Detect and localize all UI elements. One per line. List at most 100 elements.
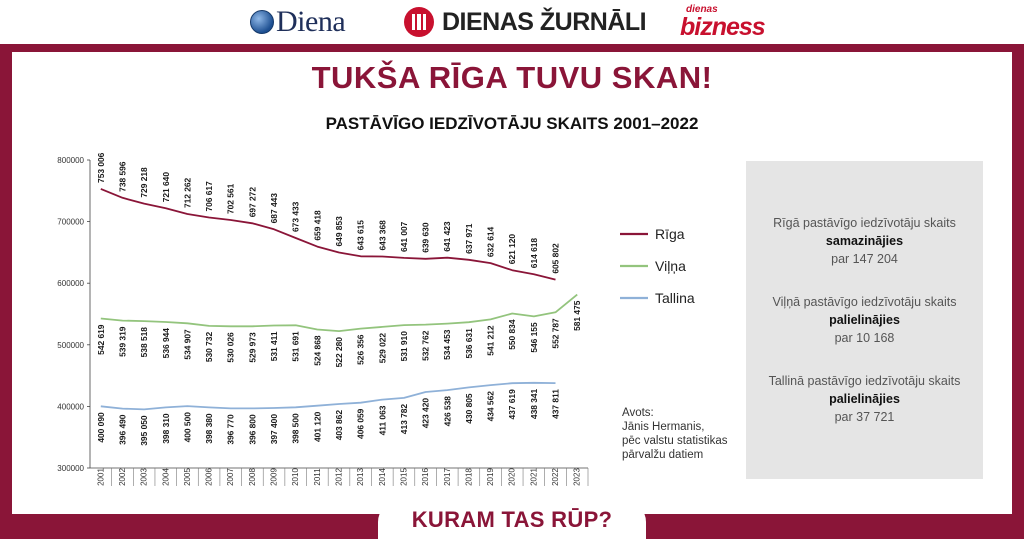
summary-amount: par 147 204 (831, 252, 898, 266)
data-label-vilnius: 530 732 (204, 332, 214, 363)
data-label-riga: 729 218 (139, 167, 149, 198)
data-label-riga: 641 007 (399, 221, 409, 252)
series-line-riga (100, 188, 556, 281)
data-label-riga: 687 443 (269, 193, 279, 224)
y-tick-label: 300000 (57, 464, 84, 473)
data-label-riga: 637 971 (464, 223, 474, 254)
data-label-tallinn: 398 310 (161, 413, 171, 444)
data-label-tallinn: 395 050 (139, 415, 149, 446)
x-tick-label: 2019 (486, 468, 495, 486)
data-label-tallinn: 398 380 (204, 413, 214, 444)
globe-icon (250, 10, 274, 34)
data-label-vilnius: 550 834 (507, 319, 517, 350)
data-label-tallinn: 423 420 (421, 398, 431, 429)
x-tick-label: 2021 (529, 468, 538, 486)
page-title: TUKŠA RĪGA TUVU SKAN! (311, 60, 713, 95)
data-label-riga: 621 120 (507, 234, 517, 265)
data-label-vilnius: 546 155 (529, 322, 539, 353)
data-label-riga: 697 272 (247, 187, 257, 218)
data-label-riga: 632 614 (486, 226, 496, 257)
x-tick-label: 2011 (313, 468, 322, 486)
x-tick-label: 2003 (140, 468, 149, 486)
summary-change: palielinājies (829, 392, 900, 406)
data-label-vilnius: 536 631 (464, 328, 474, 359)
source-line: pēc valstu statistikas (622, 435, 728, 447)
data-label-riga: 673 433 (291, 201, 301, 232)
data-label-vilnius: 538 518 (139, 327, 149, 358)
diena-logo-text: Diena (276, 5, 346, 38)
summary-amount: par 37 721 (834, 410, 895, 424)
data-label-tallinn: 430 805 (464, 393, 474, 424)
data-label-tallinn: 403 862 (334, 410, 344, 441)
legend-label-tallinn: Tallina (655, 290, 695, 306)
data-label-riga: 614 618 (529, 238, 539, 269)
x-tick-label: 2002 (118, 468, 127, 486)
book-icon (404, 7, 434, 37)
data-label-tallinn: 426 538 (442, 396, 452, 427)
data-label-riga: 639 630 (421, 222, 431, 253)
data-label-vilnius: 532 762 (421, 330, 431, 361)
x-tick-label: 2004 (161, 468, 170, 486)
data-label-vilnius: 531 411 (269, 331, 279, 361)
data-label-riga: 659 418 (312, 210, 322, 241)
data-label-tallinn: 400 090 (96, 412, 106, 443)
data-label-riga: 641 423 (442, 221, 452, 252)
x-tick-label: 2012 (335, 468, 344, 486)
data-label-vilnius: 542 619 (96, 324, 106, 355)
dienas-bizness-logo[interactable]: dienas bizness (680, 4, 766, 41)
summary-tallinn: Tallinā pastāvīgo iedzīvotāju skaits pal… (746, 372, 983, 426)
series-line-vilnius (100, 293, 578, 333)
data-label-tallinn: 398 500 (291, 413, 301, 444)
legend-label-vilnius: Viļņa (655, 258, 686, 274)
data-label-riga: 712 262 (182, 177, 192, 208)
footer-tab-label: KURAM TAS RŪP? (411, 506, 613, 532)
data-label-tallinn: 396 770 (226, 414, 236, 445)
x-tick-label: 2005 (183, 468, 192, 486)
data-label-riga: 643 368 (377, 220, 387, 251)
data-label-tallinn: 396 800 (247, 414, 257, 445)
chart-series-lines (100, 188, 578, 411)
source-line: Jānis Hermanis, (622, 421, 705, 433)
data-label-tallinn: 400 500 (182, 412, 192, 443)
x-tick-label: 2014 (378, 468, 387, 486)
data-label-vilnius: 541 212 (486, 325, 496, 356)
summary-text: Tallinā pastāvīgo iedzīvotāju skaits (768, 374, 961, 388)
x-tick-label: 2007 (226, 468, 235, 486)
chart-legend: Rīga Viļņa Tallina (620, 226, 695, 306)
data-label-tallinn: 406 059 (356, 408, 366, 439)
chart-data-labels: 753 006 738 596 729 218 721 640 712 262 706 6… (96, 152, 582, 445)
data-label-riga: 649 853 (334, 216, 344, 247)
x-tick-label: 2009 (270, 468, 279, 486)
series-line-tallinn (100, 381, 556, 411)
dienas-zurnali-logo-text: DIENAS ŽURNĀLI (442, 7, 647, 36)
data-label-vilnius: 534 907 (182, 329, 192, 360)
data-label-tallinn: 437 619 (507, 389, 517, 420)
summary-vilnius: Viļņā pastāvīgo iedzīvotāju skaits palie… (746, 293, 983, 347)
summary-change: palielinājies (829, 313, 900, 327)
data-label-tallinn: 401 120 (312, 411, 322, 442)
chart-title: PASTĀVĪGO IEDZĪVOTĀJU SKAITS 2001–2022 (325, 114, 699, 133)
data-label-tallinn: 434 562 (486, 391, 496, 422)
data-label-vilnius: 552 787 (551, 318, 561, 349)
source-line: pārvalžu datiem (622, 449, 704, 461)
source-line: Avots: (622, 407, 654, 419)
dienas-zurnali-logo[interactable]: DIENAS ŽURNĀLI (404, 4, 647, 40)
y-tick-label: 400000 (57, 402, 84, 411)
data-label-vilnius: 531 691 (291, 331, 301, 362)
x-tick-label: 2013 (356, 468, 365, 486)
x-tick-label: 2008 (248, 468, 257, 486)
data-label-riga: 721 640 (161, 172, 171, 203)
data-label-riga: 643 615 (356, 220, 366, 251)
summary-change: samazinājies (825, 234, 904, 248)
data-label-vilnius: 529 022 (377, 333, 387, 364)
data-label-tallinn: 397 400 (269, 414, 279, 445)
y-tick-label: 600000 (57, 279, 84, 288)
data-label-tallinn: 396 490 (117, 414, 127, 445)
y-tick-label: 800000 (57, 156, 84, 165)
x-tick-label: 2018 (464, 468, 473, 486)
data-label-riga: 738 596 (117, 161, 127, 192)
footer-tab: KURAM TAS RŪP? (378, 500, 646, 539)
diena-logo[interactable]: Diena (250, 4, 346, 40)
dienas-bizness-logo-big: bizness (680, 13, 766, 41)
chart-axes: 300000 400000 500000 600000 700000 800000 2001… (57, 156, 589, 486)
